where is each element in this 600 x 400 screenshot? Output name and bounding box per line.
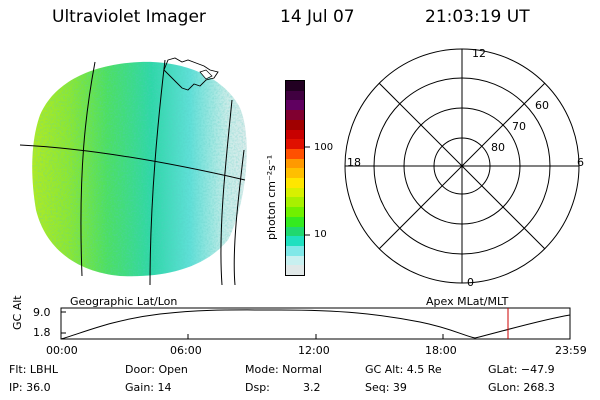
colorbar-segment	[286, 90, 304, 101]
xtick-2359: 23:59	[555, 344, 587, 357]
colorbar-segment	[286, 245, 304, 256]
colorbar-tick-10: 10	[314, 229, 327, 240]
lat-lon-grid	[19, 59, 246, 286]
app-title: Ultraviolet Imager	[52, 7, 206, 27]
status-mode: Mode: Normal	[245, 363, 322, 376]
mlt-label-12: 12	[472, 47, 486, 60]
date-label: 14 Jul 07	[280, 7, 355, 27]
mlat-label-70: 70	[512, 120, 526, 133]
colorbar-segment	[286, 197, 304, 208]
colorbar-segment	[286, 216, 304, 227]
colorbar	[285, 80, 305, 276]
colorbar-ticks	[305, 146, 310, 236]
xtick-1800: 18:00	[425, 344, 457, 357]
status-dsp-value: 3.2	[303, 381, 321, 394]
colorbar-segment	[286, 226, 304, 237]
coastline-outline	[163, 57, 219, 91]
time-label: 21:03:19 UT	[425, 7, 530, 27]
status-glat: GLat: −47.9	[488, 363, 555, 376]
mlt-label-0: 0	[467, 276, 474, 289]
colorbar-segment	[286, 255, 304, 266]
colorbar-segment	[286, 81, 304, 91]
xtick-1200: 12:00	[298, 344, 330, 357]
geographic-caption: Geographic Lat/Lon	[70, 295, 178, 308]
colorbar-segment	[286, 148, 304, 159]
colorbar-segment	[286, 139, 304, 149]
status-ip: IP: 36.0	[9, 381, 51, 394]
colorbar-segment	[286, 119, 304, 130]
colorbar-segment	[286, 265, 304, 276]
mlat-label-80: 80	[491, 141, 505, 154]
altitude-ytick-min: 1.8	[33, 326, 51, 339]
status-door: Door: Open	[125, 363, 188, 376]
mlt-label-18: 18	[347, 156, 361, 169]
mlt-label-6: 6	[577, 156, 584, 169]
altitude-ytick-max: 9.0	[33, 306, 51, 319]
altitude-curve	[60, 309, 571, 340]
altitude-ylabel: GC Alt	[11, 295, 24, 330]
polar-caption: Apex MLat/MLT	[426, 295, 509, 308]
colorbar-segment	[286, 236, 304, 246]
xtick-0600: 06:00	[170, 344, 202, 357]
colorbar-segment	[286, 187, 304, 198]
colorbar-segment	[286, 110, 304, 120]
status-seq: Seq: 39	[365, 381, 407, 394]
colorbar-segment	[286, 178, 304, 188]
status-glon: GLon: 268.3	[488, 381, 555, 394]
xtick-0000: 00:00	[46, 344, 78, 357]
mlat-label-60: 60	[535, 99, 549, 112]
status-gain: Gain: 14	[125, 381, 172, 394]
colorbar-segment	[286, 168, 304, 179]
colorbar-segment	[286, 207, 304, 217]
colorbar-tick-100: 100	[314, 142, 334, 153]
colorbar-segment	[286, 129, 304, 140]
status-dsp-label: Dsp:	[245, 381, 270, 394]
status-gc-alt: GC Alt: 4.5 Re	[365, 363, 442, 376]
colorbar-segment	[286, 158, 304, 169]
colorbar-segment	[286, 100, 304, 111]
status-flt: Flt: LBHL	[9, 363, 58, 376]
